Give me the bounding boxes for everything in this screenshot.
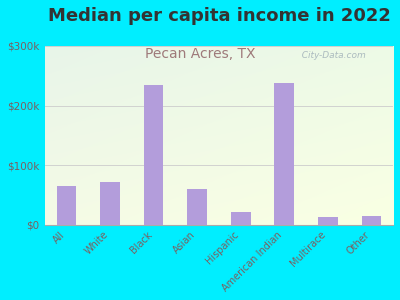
Text: Pecan Acres, TX: Pecan Acres, TX bbox=[145, 46, 255, 61]
Bar bbox=[274, 83, 294, 225]
Bar bbox=[231, 212, 250, 225]
Bar bbox=[188, 189, 207, 225]
Bar bbox=[144, 85, 164, 225]
Title: Median per capita income in 2022: Median per capita income in 2022 bbox=[48, 7, 390, 25]
Text: City-Data.com: City-Data.com bbox=[296, 51, 365, 60]
Bar bbox=[362, 216, 381, 225]
Bar bbox=[318, 218, 338, 225]
Bar bbox=[100, 182, 120, 225]
Bar bbox=[57, 186, 76, 225]
